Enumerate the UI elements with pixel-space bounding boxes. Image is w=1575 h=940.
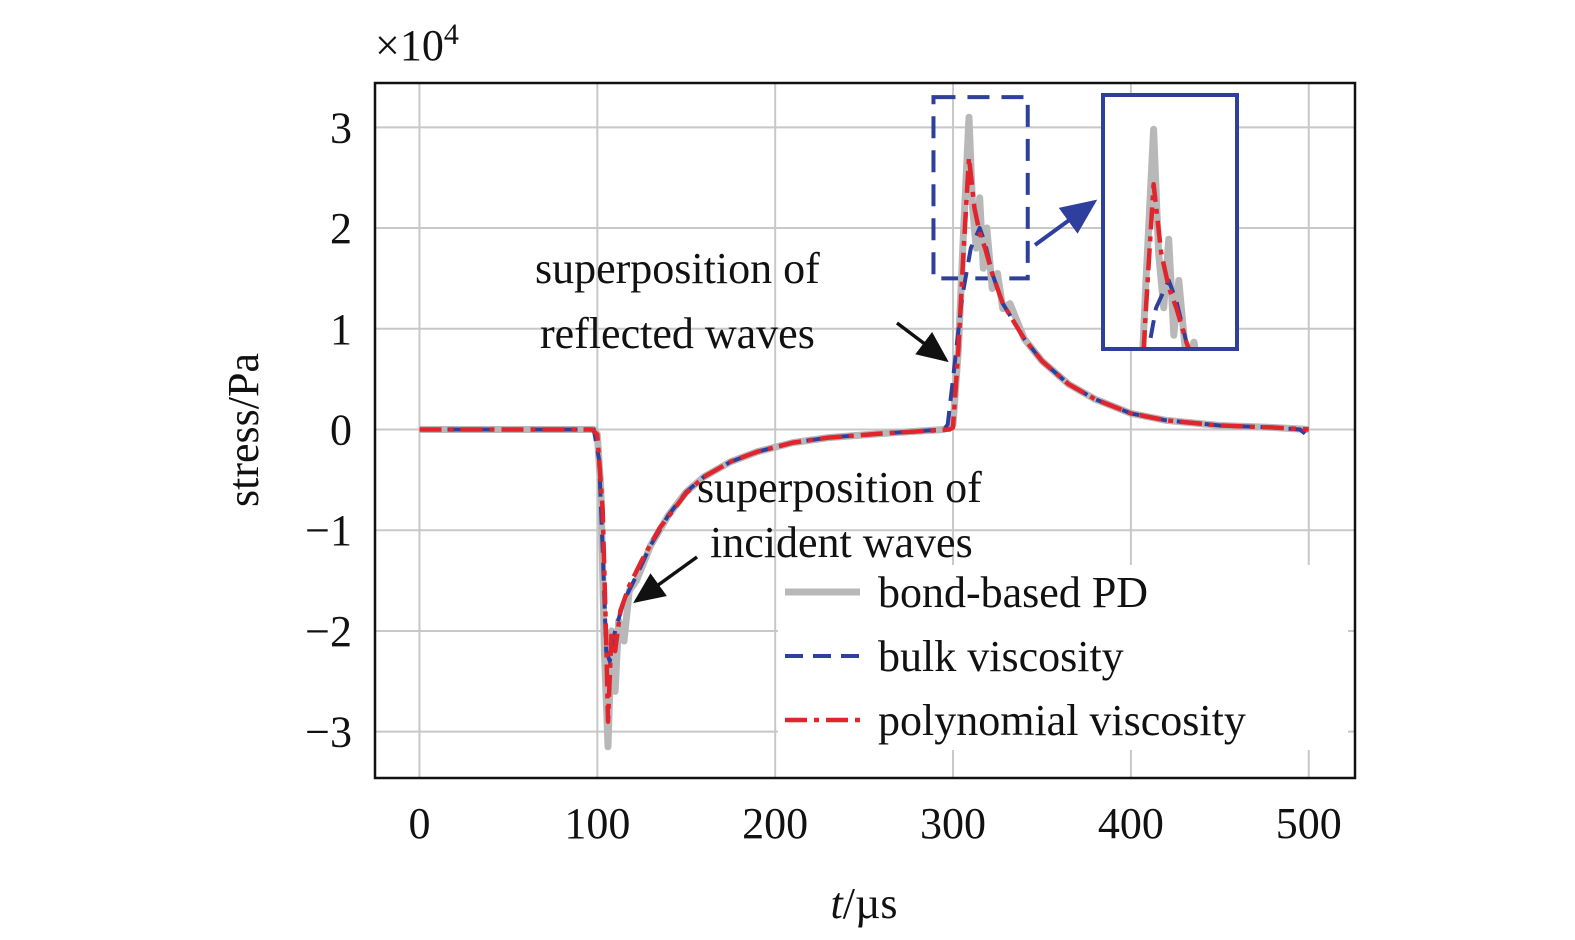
x-tick-label: 200 [742,799,808,848]
y-multiplier: ×104 [375,18,459,70]
y-tick-label: 3 [330,103,352,152]
series-lines [419,113,1311,751]
x-axis-label: t/µs [831,879,898,928]
series-line-bulk-viscosity [419,226,1311,664]
y-tick-label: −3 [305,708,352,757]
legend: bond-based PD bulk viscosity polynomial vi… [778,565,1348,750]
y-axis-label: stress/Pa [219,353,268,507]
legend-label: polynomial viscosity [878,696,1246,745]
x-tick-label: 100 [564,799,630,848]
annotation-incident-arrow [633,555,699,604]
y-tick-label: 1 [330,305,352,354]
tick-labels: 0 100 200 300 400 500 3 2 1 0 −1 −2 −3 [305,103,1342,848]
annotation-reflected-line2: reflected waves [540,309,815,358]
x-tick-label: 400 [1098,799,1164,848]
x-tick-label: 300 [920,799,986,848]
inset-frame [1101,93,1239,351]
zoom-region-box [931,95,1030,281]
y-tick-label: −2 [305,607,352,656]
series-line-polynomial-viscosity [419,155,1309,724]
annotation-reflected-arrow [895,321,949,363]
annotation-incident-line2: incident waves [710,518,973,567]
zoom-arrow [1033,199,1098,247]
y-tick-label: −1 [305,506,352,555]
y-tick-label: 2 [330,204,352,253]
legend-label: bond-based PD [878,568,1148,617]
annotation-reflected-line1: superposition of [535,244,820,293]
legend-label: bulk viscosity [878,632,1124,681]
y-tick-label: 0 [330,405,352,454]
plot-frame [373,81,1357,780]
legend-background [778,565,1348,750]
zoom-region-rect [931,95,1030,281]
x-tick-label: 500 [1276,799,1342,848]
annotation-incident-line1: superposition of [697,463,982,512]
x-tick-label: 0 [408,799,430,848]
